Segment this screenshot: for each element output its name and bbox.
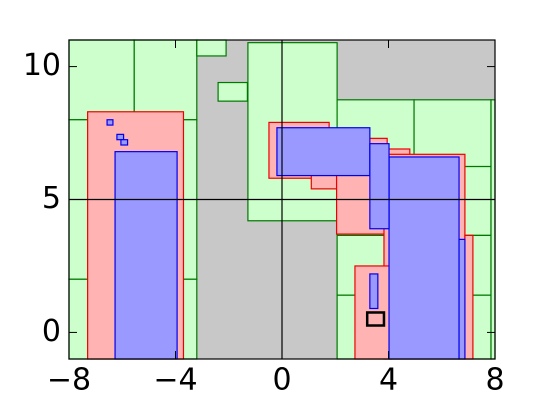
region	[114, 151, 178, 360]
region	[217, 81, 248, 102]
region	[133, 39, 198, 121]
region	[106, 119, 114, 126]
region	[365, 311, 386, 327]
y-tick-label: 0	[42, 314, 61, 349]
region	[369, 143, 390, 230]
region	[196, 39, 227, 57]
region	[388, 156, 460, 360]
x-tick-label: −8	[47, 363, 91, 398]
x-tick-label: 0	[272, 363, 291, 398]
region	[68, 39, 135, 121]
x-tick-label: 4	[379, 363, 398, 398]
x-tick-label: 8	[485, 363, 504, 398]
region	[458, 238, 466, 360]
region	[116, 133, 125, 141]
y-tick-label: 10	[23, 48, 61, 83]
y-tick-label: 5	[42, 181, 61, 216]
region	[276, 127, 371, 177]
x-tick-label: −4	[153, 363, 197, 398]
region	[120, 139, 129, 146]
region	[464, 234, 474, 360]
region	[369, 273, 379, 310]
